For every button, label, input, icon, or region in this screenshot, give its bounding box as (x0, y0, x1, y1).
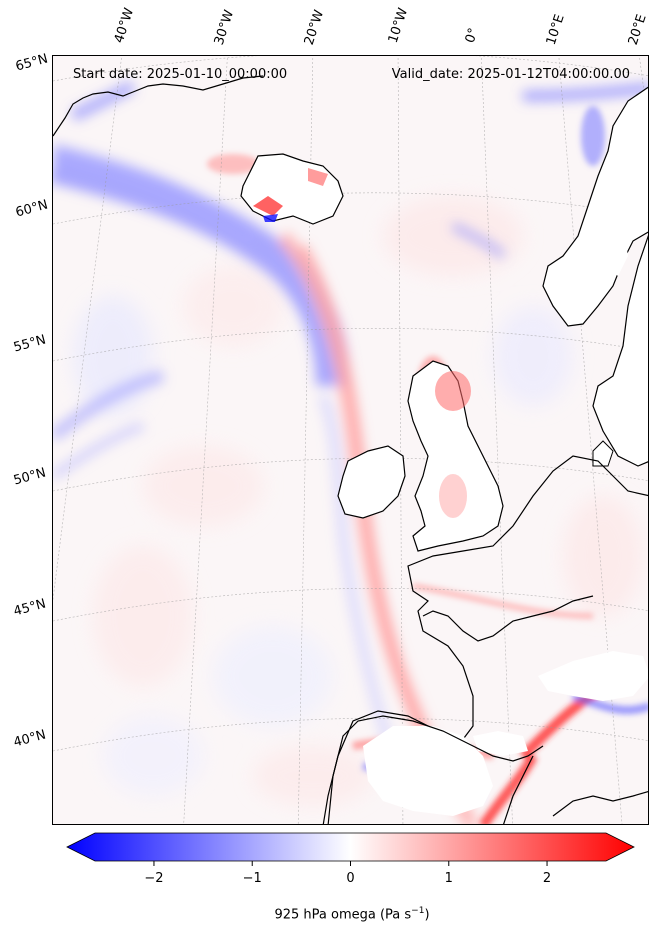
colorbar-tick-label: 2 (542, 871, 552, 886)
terrain-mask (363, 126, 648, 816)
colorbar-label: 925 hPa omega (Pa s−1) (274, 906, 430, 923)
map-panel: Start date: 2025-01-10_00:00:00 Valid_da… (52, 55, 649, 825)
colorbar-label-exponent: −1 (411, 906, 425, 916)
omega-field-map (53, 56, 648, 824)
colorbar-ticks (153, 861, 548, 866)
colorbar-tick-label: −1 (242, 871, 262, 886)
colorbar-tick-label: −2 (144, 871, 164, 886)
start-date-label: Start date: 2025-01-10_00:00:00 (73, 67, 288, 82)
valid-date-label: Valid_date: 2025-01-12T04:00:00.00 (391, 67, 630, 82)
great-britain (407, 360, 504, 552)
graticule (53, 56, 648, 824)
colorbar-tick-label: 0 (346, 871, 355, 886)
mediterranean-coast (327, 595, 648, 824)
background-field (73, 196, 643, 806)
iceland (240, 153, 344, 225)
ireland (337, 445, 406, 519)
greenland-coast (53, 75, 264, 137)
colorbar-gradient (66, 832, 635, 862)
colorbar-tick-label: 1 (444, 871, 453, 886)
